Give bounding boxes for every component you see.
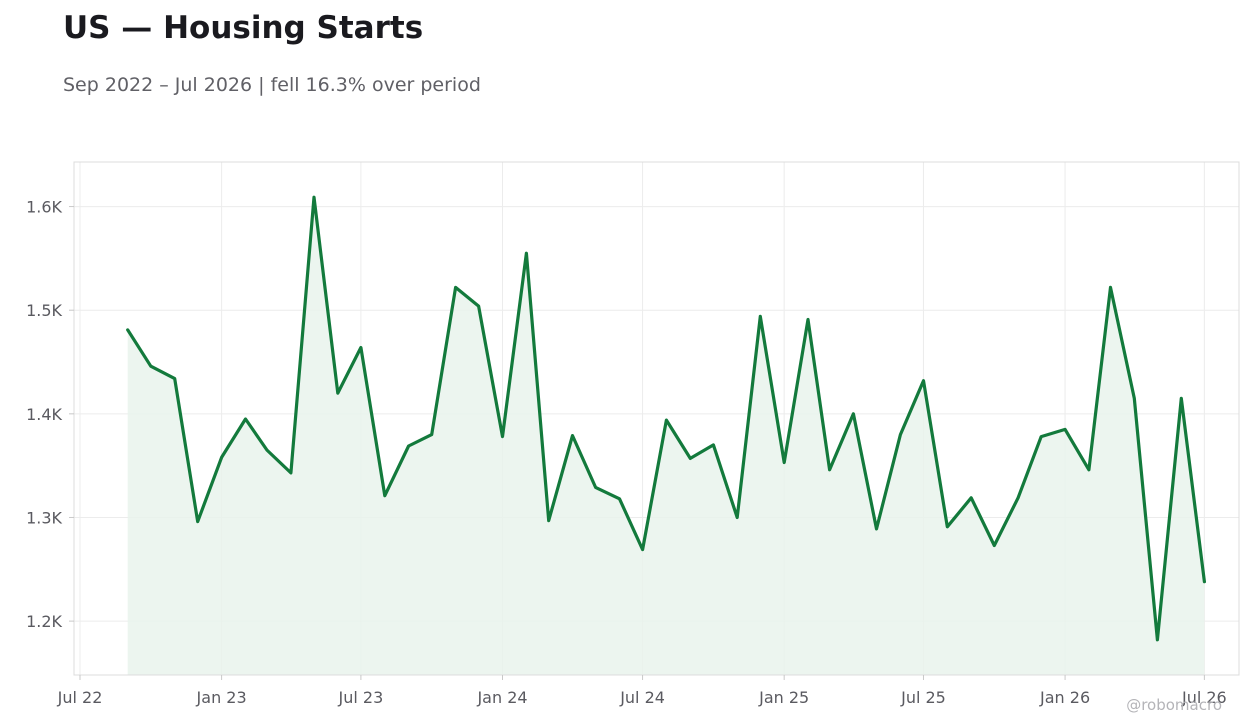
chart-subtitle: Sep 2022 – Jul 2026 | fell 16.3% over pe… [63,74,481,96]
x-tick-label: Jan 26 [1039,688,1090,707]
y-tick-label: 1.6K [26,198,62,217]
y-tick-label: 1.5K [26,301,62,320]
y-axis: 1.2K 1.3K 1.4K 1.5K 1.6K [26,198,74,631]
x-tick-label: Jan 24 [476,688,527,707]
x-tick-label: Jul 24 [619,688,665,707]
x-tick-label: Jul 26 [1181,688,1227,707]
source-credit: @robomacro [1126,696,1222,714]
x-axis: Jul 22 Jan 23 Jul 23 Jan 24 Jul 24 Jan 25 Jul … [57,675,1227,707]
y-tick-label: 1.2K [26,612,62,631]
series-area-fill [127,197,1205,675]
chart-title: US — Housing Starts [63,10,424,46]
plot-frame [73,161,1240,676]
x-tick-label: Jul 23 [338,688,384,707]
x-tick-label: Jan 25 [758,688,809,707]
y-tick-label: 1.3K [26,508,62,527]
y-tick-label: 1.4K [26,405,62,424]
x-tick-label: Jul 22 [57,688,103,707]
x-tick-label: Jul 25 [900,688,946,707]
series-line [126,195,1206,642]
x-tick-label: Jan 23 [196,688,247,707]
